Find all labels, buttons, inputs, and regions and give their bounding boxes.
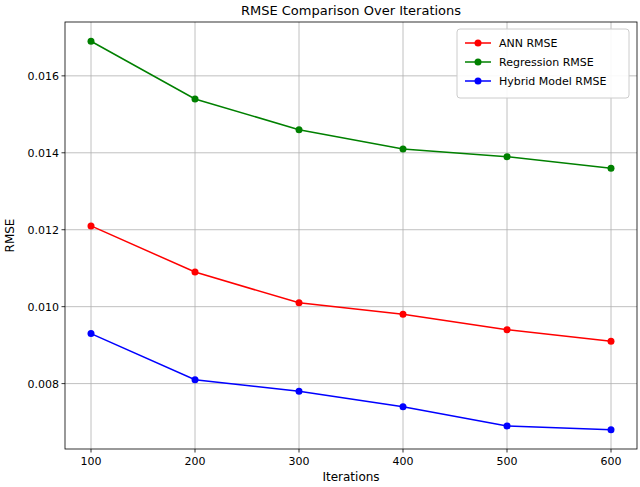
- tick-label-y: 0.012: [28, 224, 60, 237]
- chart-svg: 100 200 300 400 500 600 0.008 0.010 0.012 0.014 0.…: [0, 0, 640, 487]
- series-marker: [88, 330, 95, 337]
- legend-marker: [475, 59, 482, 66]
- grid-line-y: [65, 229, 637, 230]
- x-axis-label: Iterations: [322, 470, 379, 484]
- tick-y: [62, 75, 66, 76]
- tick-x: [403, 449, 404, 453]
- grid-line-y: [65, 152, 637, 153]
- tick-label-y: 0.010: [28, 301, 60, 314]
- series-marker: [296, 126, 303, 133]
- grid-line-x: [195, 22, 196, 449]
- grid-line-x: [299, 22, 300, 449]
- series-marker: [296, 299, 303, 306]
- grid-line-x: [403, 22, 404, 449]
- series-marker: [88, 222, 95, 229]
- chart-container: 100 200 300 400 500 600 0.008 0.010 0.012 0.014 0.…: [0, 0, 640, 487]
- legend-label: Hybrid Model RMSE: [499, 75, 606, 88]
- series-marker: [192, 376, 199, 383]
- series-marker: [608, 165, 615, 172]
- tick-x: [195, 449, 196, 453]
- legend-marker: [475, 40, 482, 47]
- series-marker: [504, 326, 511, 333]
- series-marker: [88, 38, 95, 45]
- tick-x: [91, 449, 92, 453]
- legend-label: Regression RMSE: [499, 56, 594, 69]
- series-marker: [192, 269, 199, 276]
- chart-title: RMSE Comparison Over Iterations: [241, 3, 461, 18]
- tick-y: [62, 306, 66, 307]
- tick-x: [611, 449, 612, 453]
- legend-label: ANN RMSE: [499, 37, 558, 50]
- series-marker: [608, 426, 615, 433]
- tick-y: [62, 152, 66, 153]
- series-marker: [504, 422, 511, 429]
- tick-label-x: 400: [393, 455, 414, 468]
- series-marker: [400, 311, 407, 318]
- tick-label-x: 100: [81, 455, 102, 468]
- series-marker: [400, 403, 407, 410]
- tick-label-x: 300: [289, 455, 310, 468]
- series-marker: [504, 153, 511, 160]
- tick-label-x: 500: [497, 455, 518, 468]
- series-marker: [296, 388, 303, 395]
- tick-y: [62, 229, 66, 230]
- tick-y: [62, 383, 66, 384]
- grid-line-x: [91, 22, 92, 449]
- series-marker: [608, 338, 615, 345]
- grid-line-y: [65, 306, 637, 307]
- tick-label-x: 600: [601, 455, 622, 468]
- tick-label-x: 200: [185, 455, 206, 468]
- tick-x: [507, 449, 508, 453]
- y-axis-label: RMSE: [3, 219, 17, 253]
- legend-box: [457, 29, 629, 98]
- grid-line-y: [65, 383, 637, 384]
- legend-marker: [475, 78, 482, 85]
- plot-background: [65, 22, 637, 449]
- series-line: [91, 334, 611, 430]
- plot-frame: [65, 22, 637, 449]
- tick-label-y: 0.008: [28, 378, 60, 391]
- tick-label-y: 0.014: [28, 147, 60, 160]
- series-marker: [192, 95, 199, 102]
- series-marker: [400, 145, 407, 152]
- series-line: [91, 41, 611, 168]
- tick-label-y: 0.016: [28, 70, 60, 83]
- series-line: [91, 226, 611, 341]
- tick-x: [299, 449, 300, 453]
